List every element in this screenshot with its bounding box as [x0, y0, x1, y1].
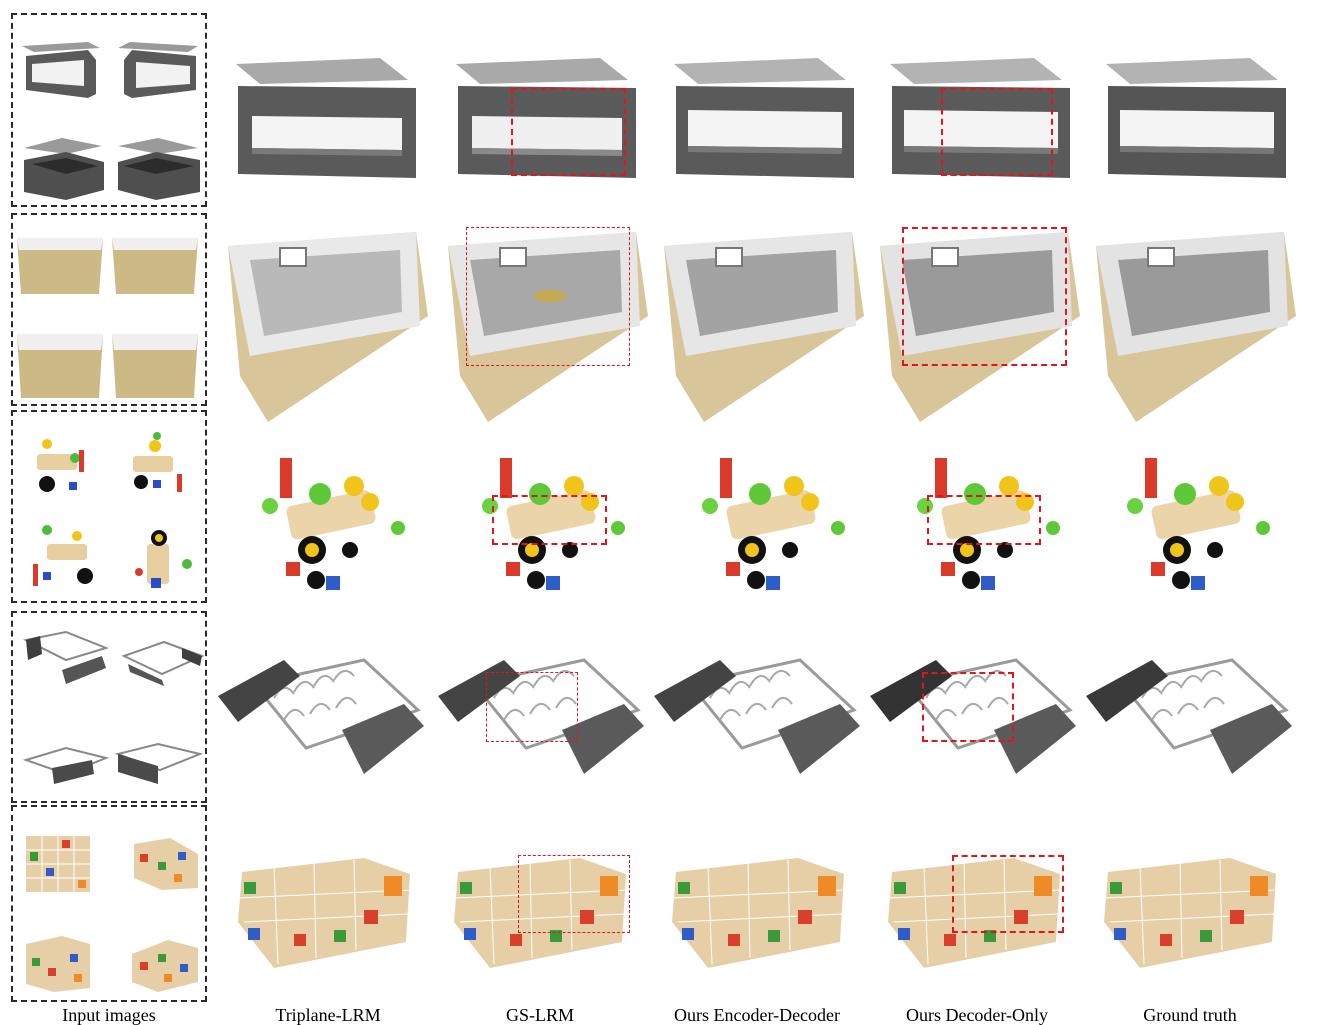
highlight-box-gslrm-table: [511, 88, 626, 176]
highlight-box-gslrm-basket: [466, 227, 630, 366]
input-thumb-blocks: [128, 934, 202, 994]
input-thumb-table: [18, 134, 106, 200]
input-thumb-blocks: [22, 832, 94, 894]
input-thumb-basket: [15, 234, 105, 296]
render-toy-encdec: [690, 450, 860, 610]
render-blocks-encdec: [668, 852, 852, 970]
render-basket-gslrm: [440, 216, 648, 422]
highlight-box-deconly-basket: [902, 227, 1067, 366]
input-thumb-basket: [110, 234, 200, 296]
render-blocks-deconly: [884, 852, 1068, 970]
caption-ground-truth: Ground truth: [1143, 1005, 1237, 1025]
render-toy-gt: [1115, 450, 1285, 610]
input-thumb-toy: [25, 522, 105, 594]
render-blocks-triplane: [234, 852, 418, 970]
caption-gs-lrm: GS-LRM: [505, 1005, 574, 1025]
input-thumb-toy: [25, 430, 95, 500]
input-thumb-rack: [118, 636, 205, 688]
caption-input-images: Input images: [62, 1005, 156, 1025]
highlight-box-gslrm-rack: [486, 672, 578, 742]
render-rack-gt: [1082, 650, 1292, 786]
render-basket-gt: [1088, 216, 1296, 422]
render-blocks-gslrm: [450, 852, 634, 970]
render-rack-triplane: [214, 650, 424, 786]
render-rack-encdec: [650, 650, 860, 786]
input-thumb-toy: [125, 522, 203, 594]
caption-ours-decoder-only: Ours Decoder-Only: [905, 1005, 1049, 1025]
render-basket-triplane: [220, 216, 428, 422]
render-toy-triplane: [250, 450, 420, 610]
input-thumb-rack: [114, 740, 204, 786]
highlight-box-deconly-rack: [922, 672, 1014, 742]
highlight-box-deconly-table: [941, 88, 1053, 176]
highlight-box-gslrm-toy: [492, 495, 607, 545]
input-thumb-table: [114, 38, 202, 100]
input-thumb-basket: [110, 330, 200, 400]
input-thumb-blocks: [22, 928, 94, 994]
render-table-encdec: [668, 56, 858, 186]
input-thumb-table: [114, 134, 202, 200]
input-thumb-table: [18, 38, 102, 100]
render-rack-gslrm: [434, 650, 644, 786]
input-thumb-basket: [15, 330, 105, 400]
render-rack-deconly: [866, 650, 1076, 786]
render-table-gslrm: [450, 56, 640, 186]
caption-ours-encoder-decoder: Ours Encoder-Decoder: [673, 1005, 841, 1025]
render-basket-encdec: [656, 216, 864, 422]
highlight-box-deconly-toy: [927, 495, 1041, 545]
render-blocks-gt: [1100, 852, 1284, 970]
render-toy-deconly: [905, 450, 1075, 610]
input-thumb-toy: [115, 430, 195, 500]
highlight-box-gslrm-blocks: [518, 855, 630, 933]
render-table-triplane: [230, 56, 420, 186]
render-basket-deconly: [872, 216, 1080, 422]
render-table-gt: [1100, 56, 1290, 186]
highlight-box-deconly-blocks: [952, 855, 1064, 933]
input-thumb-rack: [22, 740, 110, 786]
render-toy-gslrm: [470, 450, 640, 610]
caption-triplane-lrm: Triplane-LRM: [275, 1005, 381, 1025]
input-box-row-4: [11, 611, 207, 803]
input-thumb-blocks: [130, 834, 202, 892]
input-thumb-rack: [22, 630, 110, 690]
